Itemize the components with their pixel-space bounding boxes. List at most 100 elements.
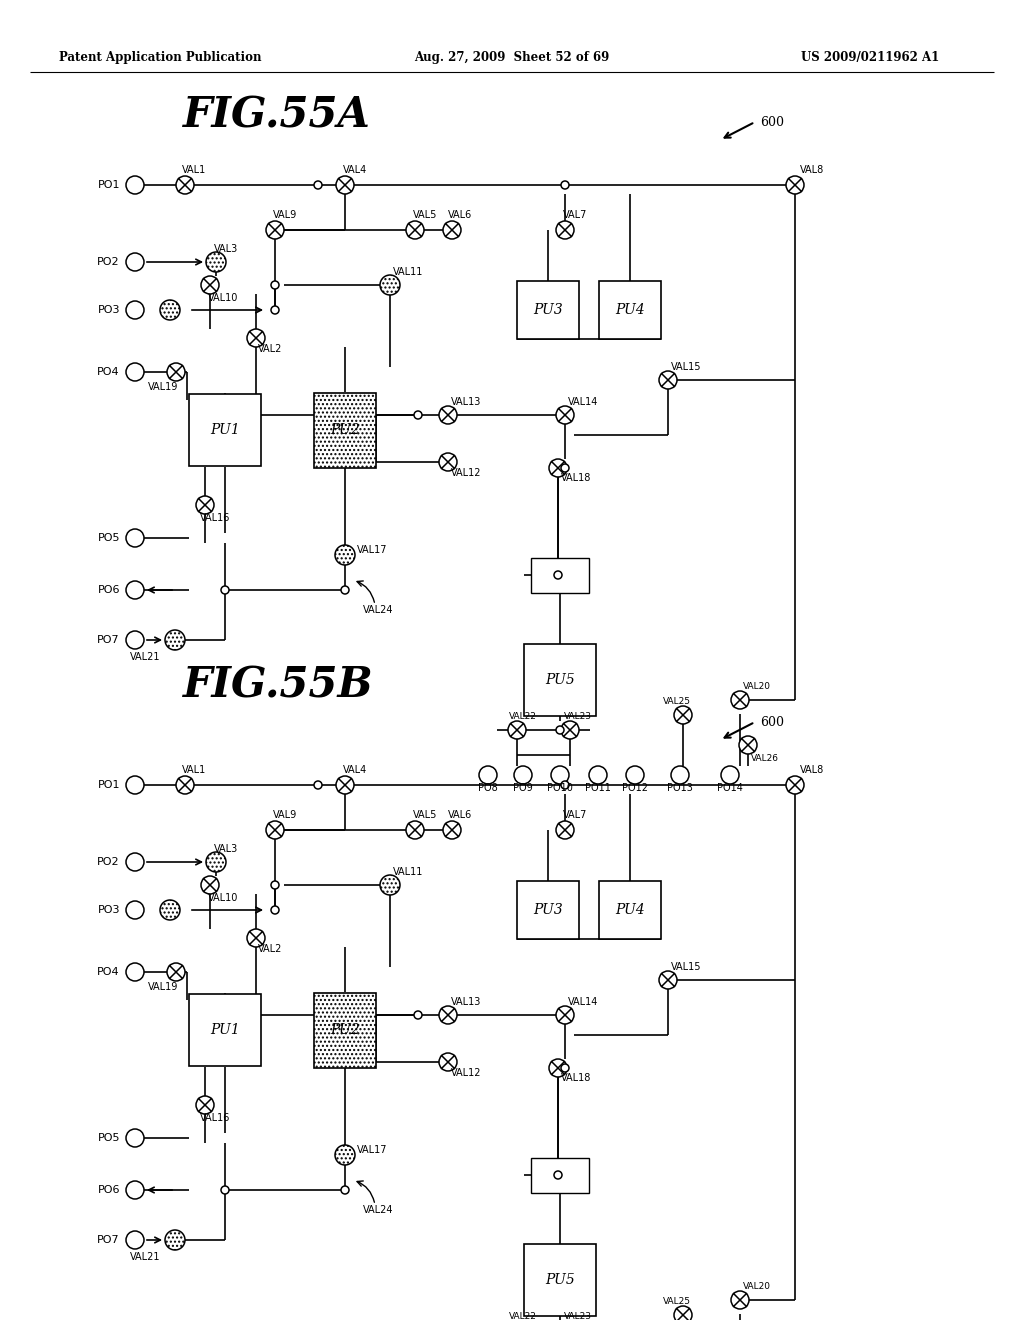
Text: VAL8: VAL8	[800, 766, 824, 775]
Text: PO4: PO4	[97, 968, 120, 977]
Text: VAL6: VAL6	[449, 810, 472, 820]
Text: VAL2: VAL2	[258, 944, 283, 954]
Text: VAL18: VAL18	[561, 473, 592, 483]
Circle shape	[126, 853, 144, 871]
Bar	[599, 281, 662, 339]
Circle shape	[439, 407, 457, 424]
Text: VAL24: VAL24	[362, 1205, 393, 1214]
Circle shape	[165, 630, 185, 649]
Text: PU5: PU5	[545, 1272, 574, 1287]
Circle shape	[731, 1291, 749, 1309]
Circle shape	[126, 529, 144, 546]
Circle shape	[380, 275, 400, 294]
Text: VAL21: VAL21	[130, 1251, 160, 1262]
Circle shape	[126, 581, 144, 599]
Circle shape	[165, 1230, 185, 1250]
Circle shape	[126, 902, 144, 919]
Circle shape	[786, 176, 804, 194]
Text: VAL20: VAL20	[743, 682, 771, 690]
Text: VAL16: VAL16	[200, 1113, 230, 1123]
Text: PU1: PU1	[210, 1023, 240, 1038]
Bar	[314, 993, 376, 1068]
Text: PO2: PO2	[97, 257, 120, 267]
Circle shape	[341, 586, 349, 594]
Text: VAL3: VAL3	[214, 244, 239, 253]
Text: VAL21: VAL21	[130, 652, 160, 663]
Text: 600: 600	[760, 116, 784, 128]
Text: VAL2: VAL2	[258, 345, 283, 354]
Text: VAL12: VAL12	[451, 469, 481, 478]
Text: PO13: PO13	[667, 783, 693, 793]
Circle shape	[406, 220, 424, 239]
Bar	[531, 1158, 589, 1192]
Circle shape	[414, 411, 422, 418]
Text: VAL11: VAL11	[393, 267, 423, 277]
Text: VAL5: VAL5	[413, 810, 437, 820]
Text: VAL9: VAL9	[273, 810, 297, 820]
Circle shape	[314, 781, 322, 789]
Circle shape	[314, 181, 322, 189]
Text: VAL1: VAL1	[182, 165, 206, 176]
Text: PU3: PU3	[534, 304, 563, 317]
Text: VAL22: VAL22	[509, 1312, 537, 1320]
Text: VAL20: VAL20	[743, 1282, 771, 1291]
Text: PU2: PU2	[330, 422, 359, 437]
Circle shape	[160, 900, 180, 920]
Text: Aug. 27, 2009  Sheet 52 of 69: Aug. 27, 2009 Sheet 52 of 69	[415, 51, 609, 65]
Text: US 2009/0211962 A1: US 2009/0211962 A1	[801, 51, 939, 65]
Circle shape	[126, 1232, 144, 1249]
Circle shape	[126, 1129, 144, 1147]
Circle shape	[443, 220, 461, 239]
Circle shape	[167, 363, 185, 381]
Circle shape	[626, 766, 644, 784]
Circle shape	[206, 252, 226, 272]
Circle shape	[674, 706, 692, 723]
Circle shape	[126, 363, 144, 381]
Text: VAL19: VAL19	[148, 982, 178, 993]
Text: PU4: PU4	[615, 903, 645, 917]
Bar	[531, 557, 589, 593]
Bar	[524, 1243, 596, 1316]
Text: PU2: PU2	[330, 1023, 359, 1038]
Text: VAL17: VAL17	[357, 1144, 387, 1155]
Circle shape	[126, 1181, 144, 1199]
Circle shape	[556, 1006, 574, 1024]
Circle shape	[739, 737, 757, 754]
Circle shape	[196, 1096, 214, 1114]
Text: VAL6: VAL6	[449, 210, 472, 220]
Circle shape	[126, 301, 144, 319]
Circle shape	[791, 781, 799, 789]
Text: VAL23: VAL23	[564, 711, 592, 721]
Bar	[524, 644, 596, 715]
Text: FIG.55B: FIG.55B	[183, 664, 374, 706]
Text: PO1: PO1	[97, 180, 120, 190]
Circle shape	[439, 1006, 457, 1024]
Text: PU5: PU5	[545, 673, 574, 686]
Circle shape	[554, 1171, 562, 1179]
Circle shape	[443, 821, 461, 840]
Circle shape	[206, 851, 226, 873]
Text: VAL13: VAL13	[451, 397, 481, 407]
Circle shape	[196, 496, 214, 513]
Text: PO5: PO5	[97, 533, 120, 543]
Circle shape	[561, 781, 569, 789]
Circle shape	[335, 545, 355, 565]
Circle shape	[439, 1053, 457, 1071]
Text: Patent Application Publication: Patent Application Publication	[58, 51, 261, 65]
Circle shape	[341, 781, 349, 789]
Text: PO14: PO14	[717, 783, 743, 793]
Bar	[189, 994, 261, 1067]
Circle shape	[561, 1064, 569, 1072]
Circle shape	[201, 276, 219, 294]
Circle shape	[556, 407, 574, 424]
Circle shape	[556, 726, 564, 734]
Text: VAL13: VAL13	[451, 997, 481, 1007]
Circle shape	[514, 766, 532, 784]
Circle shape	[176, 776, 194, 795]
Text: VAL8: VAL8	[800, 165, 824, 176]
Circle shape	[126, 776, 144, 795]
Circle shape	[414, 1011, 422, 1019]
Text: VAL24: VAL24	[362, 605, 393, 615]
Text: PO6: PO6	[97, 1185, 120, 1195]
Bar	[517, 880, 579, 939]
